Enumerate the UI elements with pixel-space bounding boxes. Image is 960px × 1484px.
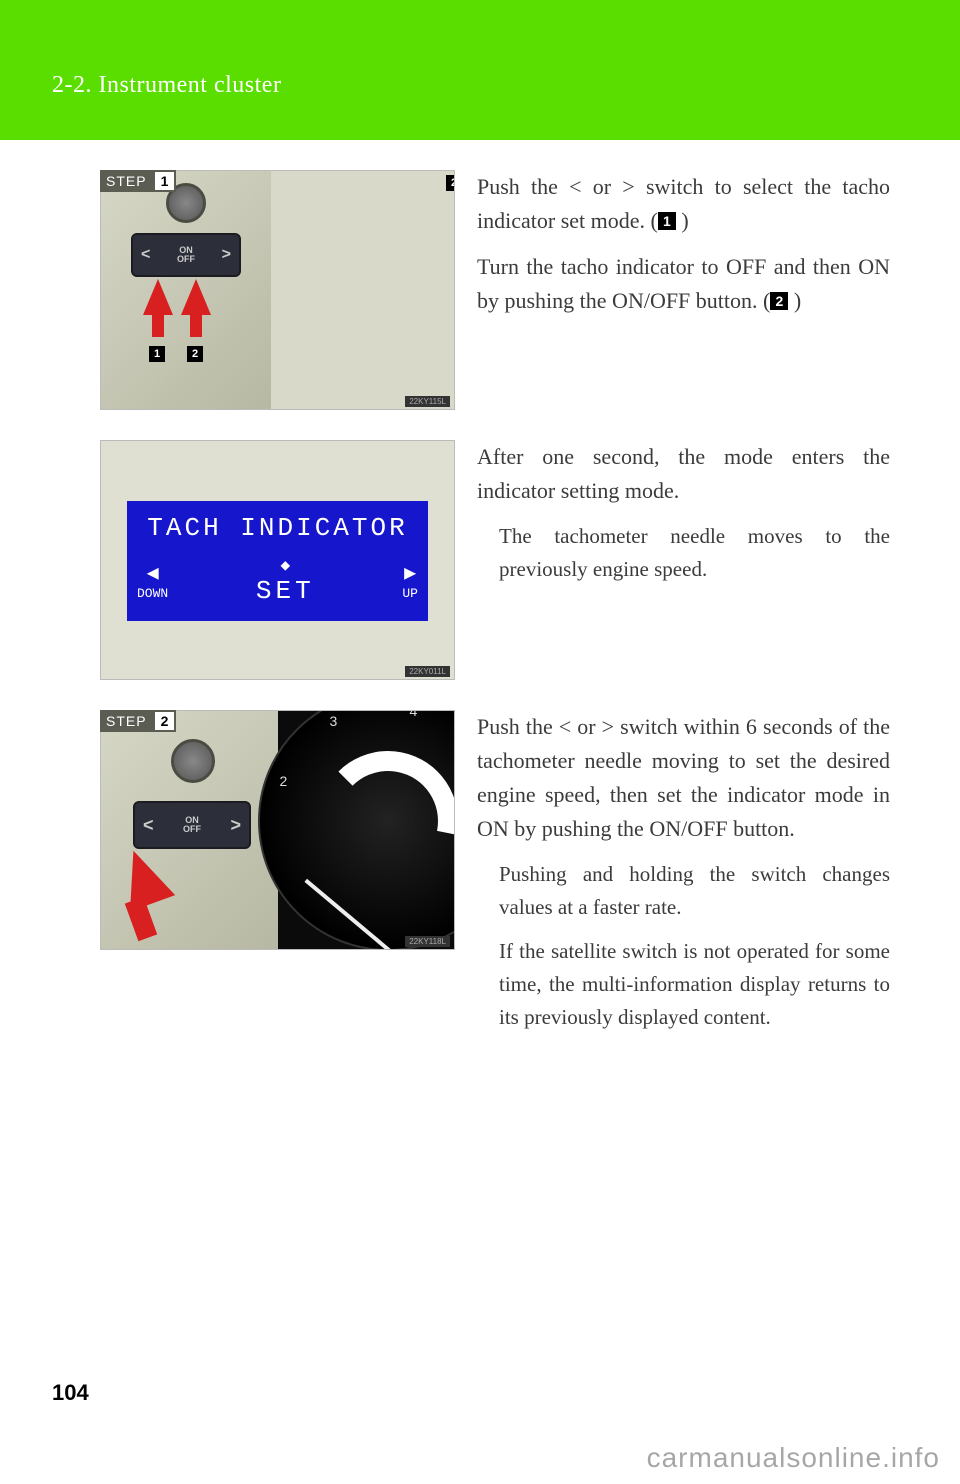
callout-1: 1	[149, 346, 165, 362]
figure-2: TACH INDICATOR ◀DOWN ◆SET ▶UP 22KY011L	[100, 440, 455, 680]
marker-2-icon: 2	[770, 292, 788, 310]
info-block: TACH INDICATOR ◀DOWN ◆SET ▶UP 22KY011L A…	[100, 440, 890, 680]
image-id: 22KY118L	[405, 936, 450, 947]
step-1-tag: STEP 1	[100, 170, 176, 192]
callout-2: 2	[446, 175, 455, 191]
step-2-block: < ONOFF > 2 3 4 5 22KY1	[100, 710, 890, 1045]
marker-1-icon: 1	[658, 212, 676, 230]
image-id: 22KY115L	[405, 396, 450, 407]
step-1-block: < ONOFF > 1 2 2 TACH INDICATOR ◀ON▶	[100, 170, 890, 410]
image-id: 22KY011L	[405, 666, 450, 677]
lcd-set-screen: TACH INDICATOR ◀DOWN ◆SET ▶UP	[127, 501, 428, 621]
step-1-text: Push the < or > switch to select the tac…	[477, 170, 890, 410]
section-title: 2-2. Instrument cluster	[52, 72, 281, 99]
onoff-button: < ONOFF >	[131, 233, 241, 277]
red-arrow-icon	[143, 279, 173, 315]
page-number: 104	[52, 1380, 89, 1406]
tachometer-gauge: 2 3 4 5 22KY118L	[278, 711, 455, 949]
watermark: carmanualsonline.info	[647, 1442, 940, 1474]
page-content: < ONOFF > 1 2 2 TACH INDICATOR ◀ON▶	[100, 170, 890, 1075]
callout-2: 2	[187, 346, 203, 362]
step-2-text: Push the < or > switch within 6 seconds …	[477, 710, 890, 1045]
lt-icon: <	[143, 815, 154, 836]
figure-3: < ONOFF > 2 3 4 5 22KY1	[100, 710, 455, 1045]
info-text: After one second, the mode enters the in…	[477, 440, 890, 680]
gt-icon: >	[222, 246, 231, 264]
dial-icon	[171, 739, 215, 783]
step-2-tag: STEP 2	[100, 710, 176, 732]
gt-icon: >	[230, 815, 241, 836]
figure-1: < ONOFF > 1 2 2 TACH INDICATOR ◀ON▶	[100, 170, 455, 410]
header-band	[0, 0, 960, 140]
lt-icon: <	[141, 246, 150, 264]
red-arrow-icon	[181, 279, 211, 315]
onoff-button: < ONOFF >	[133, 801, 251, 849]
onoff-label: ONOFF	[177, 246, 195, 264]
onoff-label: ONOFF	[183, 816, 201, 834]
